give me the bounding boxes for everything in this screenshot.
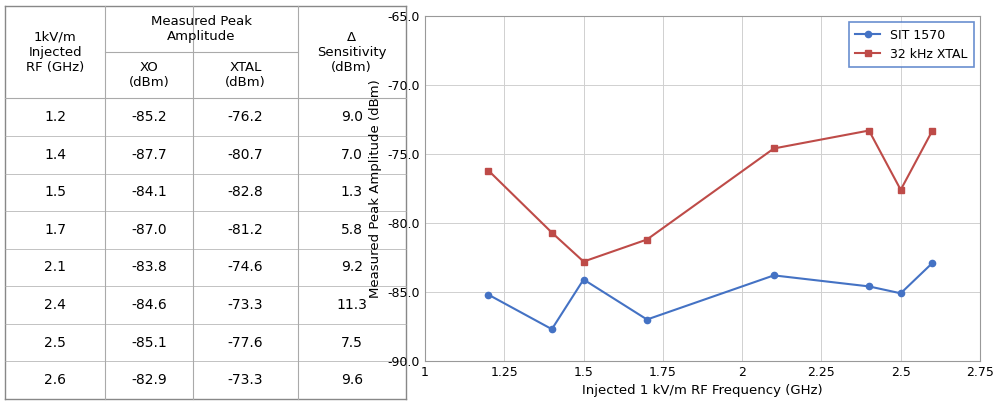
- Text: 9.0: 9.0: [341, 110, 363, 124]
- Text: XTAL
(dBm): XTAL (dBm): [225, 61, 266, 89]
- Text: -73.3: -73.3: [228, 373, 263, 387]
- Line: SIT 1570: SIT 1570: [485, 260, 936, 332]
- Text: 9.6: 9.6: [341, 373, 363, 387]
- Text: -82.8: -82.8: [228, 185, 263, 199]
- Text: -83.8: -83.8: [131, 261, 167, 274]
- 32 kHz XTAL: [863, 128, 875, 133]
- SIT 1570: [863, 284, 875, 289]
- Text: -74.6: -74.6: [228, 261, 263, 274]
- SIT 1570: [895, 291, 907, 296]
- Text: -85.1: -85.1: [131, 336, 167, 350]
- 32 kHz XTAL: [926, 128, 938, 133]
- Text: 7.5: 7.5: [341, 336, 363, 350]
- 32 kHz XTAL: [578, 259, 590, 264]
- SIT 1570: [482, 292, 494, 297]
- Text: -73.3: -73.3: [228, 298, 263, 312]
- Text: -84.6: -84.6: [131, 298, 167, 312]
- 32 kHz XTAL: [895, 187, 907, 192]
- Legend: SIT 1570, 32 kHz XTAL: SIT 1570, 32 kHz XTAL: [849, 22, 974, 67]
- Text: -80.7: -80.7: [228, 148, 263, 162]
- Text: -82.9: -82.9: [131, 373, 167, 387]
- SIT 1570: [768, 273, 780, 278]
- SIT 1570: [926, 261, 938, 265]
- Text: -87.7: -87.7: [131, 148, 167, 162]
- Text: Δ
Sensitivity
(dBm): Δ Sensitivity (dBm): [317, 31, 386, 74]
- Text: 1.7: 1.7: [44, 223, 66, 237]
- Text: 1.5: 1.5: [44, 185, 66, 199]
- Text: 5.8: 5.8: [341, 223, 363, 237]
- SIT 1570: [546, 327, 558, 332]
- Text: 1.4: 1.4: [44, 148, 66, 162]
- Y-axis label: Measured Peak Amplitude (dBm): Measured Peak Amplitude (dBm): [369, 79, 382, 298]
- Line: 32 kHz XTAL: 32 kHz XTAL: [485, 127, 936, 265]
- Text: -76.2: -76.2: [228, 110, 263, 124]
- Text: 2.1: 2.1: [44, 261, 66, 274]
- Text: 11.3: 11.3: [336, 298, 367, 312]
- X-axis label: Injected 1 kV/m RF Frequency (GHz): Injected 1 kV/m RF Frequency (GHz): [582, 384, 823, 397]
- Text: 1.2: 1.2: [44, 110, 66, 124]
- 32 kHz XTAL: [641, 237, 653, 242]
- Text: 9.2: 9.2: [341, 261, 363, 274]
- 32 kHz XTAL: [768, 146, 780, 151]
- Text: 7.0: 7.0: [341, 148, 363, 162]
- 32 kHz XTAL: [546, 230, 558, 235]
- Text: 1kV/m
Injected
RF (GHz): 1kV/m Injected RF (GHz): [26, 31, 84, 74]
- Text: -84.1: -84.1: [131, 185, 167, 199]
- Text: 1.3: 1.3: [341, 185, 363, 199]
- Text: 2.5: 2.5: [44, 336, 66, 350]
- Text: 2.6: 2.6: [44, 373, 66, 387]
- SIT 1570: [578, 277, 590, 282]
- Text: 2.4: 2.4: [44, 298, 66, 312]
- Text: -87.0: -87.0: [131, 223, 167, 237]
- Text: -77.6: -77.6: [228, 336, 263, 350]
- Text: XO
(dBm): XO (dBm): [129, 61, 170, 89]
- Text: Measured Peak
Amplitude: Measured Peak Amplitude: [151, 15, 252, 43]
- Text: -85.2: -85.2: [131, 110, 167, 124]
- 32 kHz XTAL: [482, 168, 494, 173]
- Text: -81.2: -81.2: [228, 223, 263, 237]
- SIT 1570: [641, 317, 653, 322]
